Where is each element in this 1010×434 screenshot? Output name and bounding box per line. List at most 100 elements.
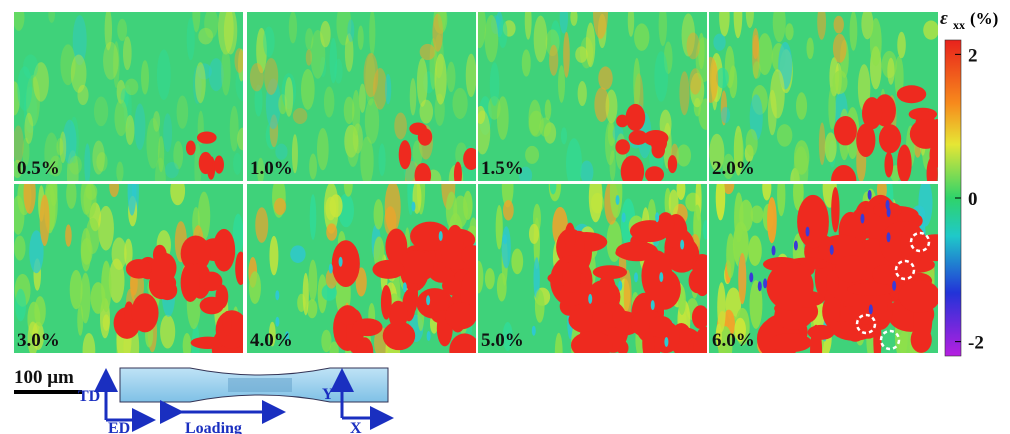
strain-blob — [93, 96, 109, 127]
strain-blob — [793, 146, 809, 181]
strain-blob — [654, 51, 669, 102]
strain-blob — [114, 99, 128, 137]
strain-blob — [633, 57, 641, 108]
gauge-section — [228, 378, 292, 392]
strain-blob — [575, 46, 588, 63]
high-strain — [151, 252, 177, 284]
strain-blob — [65, 224, 72, 247]
strain-blob — [24, 112, 34, 144]
low-strain — [664, 336, 669, 347]
strain-blob — [157, 135, 165, 173]
high-strain — [833, 115, 857, 146]
high-strain — [592, 302, 613, 332]
colorbar-tick-label: 2 — [968, 45, 978, 66]
low-strain — [338, 256, 343, 267]
panel-label: 4.0% — [250, 330, 293, 351]
strain-blob — [558, 65, 566, 103]
scale-bar-label: 100 μm — [14, 367, 74, 388]
strain-blob — [14, 125, 24, 164]
strain-blob — [419, 43, 436, 61]
strain-blob — [249, 62, 264, 92]
strain-blob — [344, 124, 359, 158]
strain-blob — [745, 12, 754, 29]
strain-blob — [734, 132, 744, 174]
low-strain — [829, 244, 834, 255]
strain-blob — [15, 288, 27, 322]
strain-blob — [658, 12, 667, 47]
strain-blob — [60, 44, 76, 86]
high-strain — [651, 141, 666, 159]
strain-blob — [434, 53, 447, 105]
strain-blob — [695, 37, 707, 83]
y-label: Y — [322, 386, 334, 403]
strain-blob — [268, 321, 276, 347]
strain-blob — [681, 13, 696, 57]
strain-blob — [186, 17, 195, 61]
high-strain — [861, 97, 883, 130]
strain-blob — [502, 199, 514, 221]
strain-blob — [80, 227, 92, 272]
strain-blob — [127, 184, 137, 216]
strain-blob — [237, 127, 243, 151]
high-strain — [449, 333, 476, 353]
strain-blob — [757, 33, 773, 76]
highlight-circle — [894, 259, 916, 281]
strain-blob — [221, 47, 231, 96]
panel-label: 5.0% — [481, 330, 524, 351]
strain-blob — [745, 128, 758, 157]
high-strain — [235, 251, 243, 286]
strain-blob — [344, 33, 354, 72]
strain-blob — [290, 245, 306, 263]
high-strain — [839, 167, 855, 181]
high-strain — [641, 250, 673, 302]
strain-blob — [66, 184, 77, 209]
strain-blob — [117, 18, 128, 42]
low-strain — [438, 231, 443, 242]
strain-blob — [793, 184, 804, 211]
strain-map: 1.5% — [478, 12, 707, 181]
high-strain — [215, 310, 243, 349]
strain-blob — [26, 74, 40, 127]
strain-blob — [501, 226, 511, 269]
strain-blob — [668, 189, 679, 217]
strain-blob — [767, 196, 777, 244]
high-strain — [461, 245, 476, 267]
strain-blob — [23, 184, 36, 214]
low-strain — [655, 212, 660, 223]
high-strain — [444, 302, 476, 330]
strain-blob — [722, 153, 735, 180]
high-strain — [356, 337, 374, 353]
low-strain — [328, 263, 333, 274]
high-strain — [835, 255, 868, 283]
strain-blob — [109, 184, 119, 198]
low-strain — [275, 316, 280, 327]
strain-blob — [120, 88, 129, 108]
strain-blob — [478, 105, 486, 125]
strain-blob — [182, 333, 192, 353]
high-strain — [463, 147, 476, 170]
strain-blob — [69, 155, 82, 175]
strain-blob — [717, 282, 726, 333]
strain-blob — [160, 314, 176, 349]
strain-blob — [360, 136, 374, 181]
strain-blob — [373, 67, 388, 110]
strain-blob — [544, 99, 552, 121]
strain-blob — [269, 114, 279, 148]
high-strain — [385, 228, 408, 265]
strain-blob — [719, 12, 730, 37]
strain-blob — [363, 52, 379, 98]
strain-blob — [365, 53, 376, 106]
high-strain — [592, 265, 628, 280]
strain-blob — [528, 99, 542, 136]
strain-blob — [96, 152, 108, 172]
strain-blob — [357, 25, 364, 50]
strain-blob — [698, 98, 707, 130]
strain-blob — [321, 284, 337, 301]
high-strain — [414, 162, 432, 181]
high-strain — [693, 326, 707, 353]
high-strain — [615, 139, 630, 155]
colorbar-tick-label: 0 — [968, 189, 978, 210]
strain-map: 3.0% — [14, 184, 243, 353]
high-strain — [768, 333, 812, 353]
high-strain — [645, 166, 665, 181]
